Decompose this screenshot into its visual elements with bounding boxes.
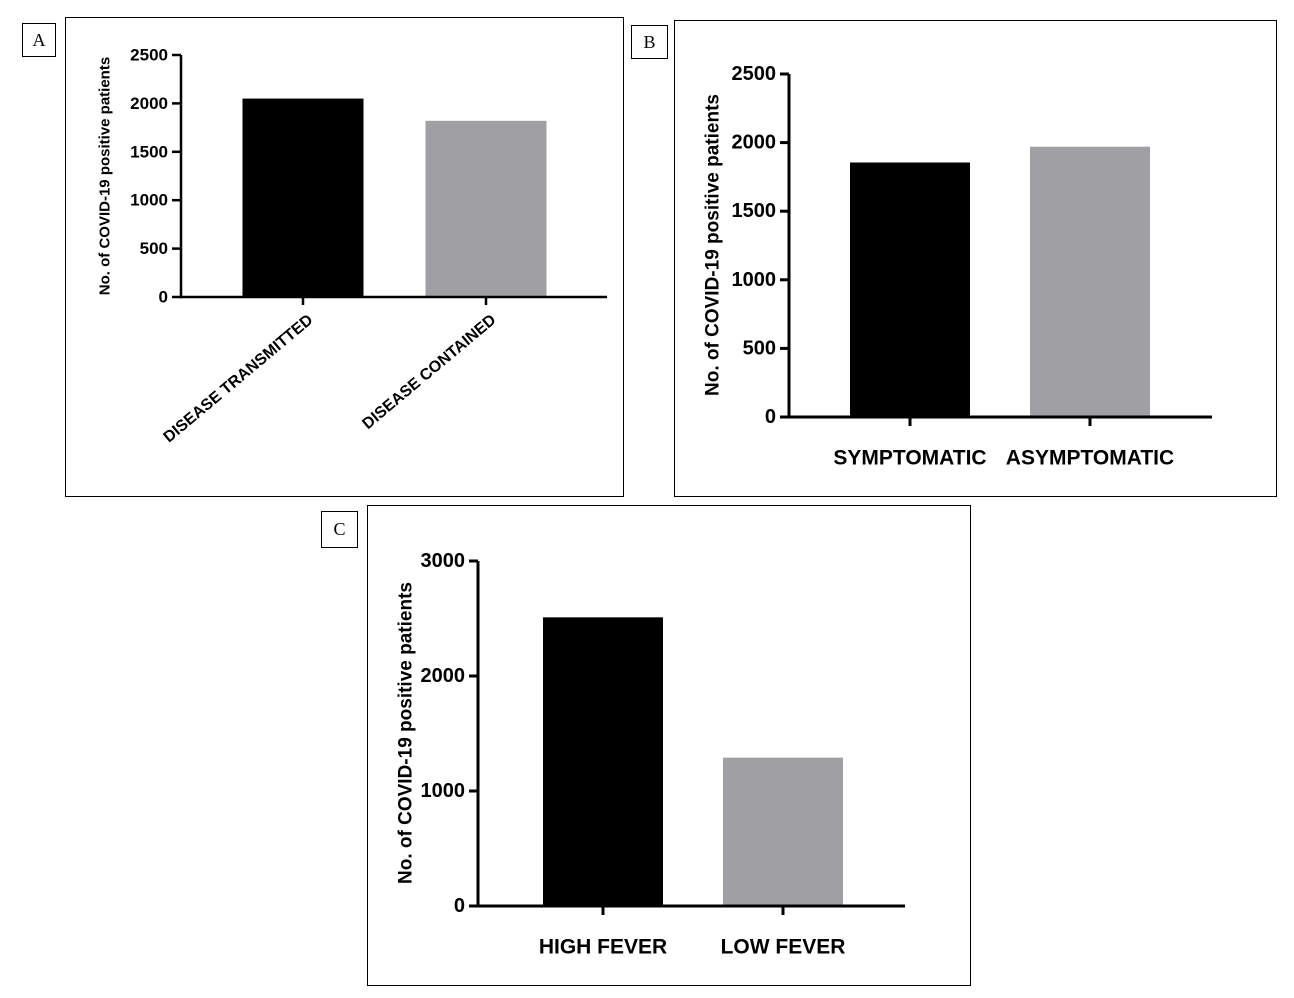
chart-a-category-label: DISEASE TRANSMITTED [160, 311, 316, 446]
chart-a-y-tick-label: 1000 [130, 191, 168, 210]
chart-b-category-label: ASYMPTOMATIC [1006, 447, 1174, 470]
chart-a-y-axis-title: No. of COVID-19 positive patients [97, 57, 114, 295]
chart-b-y-axis-title: No. of COVID-19 positive patients [703, 94, 724, 396]
chart-c: 0 1000 2000 3000 HIGH FEVER LOW FEVER No. of C… [396, 550, 905, 959]
panel-a-letter: A [22, 23, 56, 57]
chart-b-category-label: SYMPTOMATIC [833, 447, 986, 470]
chart-a-y-tick-label: 2500 [130, 46, 168, 65]
panel-b-letter: B [631, 25, 668, 59]
chart-a-y-tick-label: 2000 [130, 94, 168, 113]
chart-c-y-tick-label: 0 [454, 895, 465, 917]
chart-a-bar-2 [425, 120, 547, 297]
chart-b-y-tick-label: 1000 [732, 269, 777, 291]
chart-c-bar-1 [543, 617, 663, 906]
chart-b-bar-1 [850, 162, 970, 417]
chart-b-y-tick-label: 0 [765, 406, 776, 428]
chart-c-y-tick-label: 2000 [421, 665, 466, 687]
chart-a-bar-1 [242, 98, 364, 297]
chart-b-y-tick-label: 2500 [732, 63, 777, 85]
chart-c-bar-2 [723, 757, 843, 906]
chart-a-category-label: DISEASE CONTAINED [359, 311, 499, 432]
chart-c-category-label: LOW FEVER [721, 936, 846, 959]
chart-c-y-tick-label: 1000 [421, 780, 466, 802]
chart-a: 0 500 1000 1500 2000 2500 DISEASE TRANSMITTED D… [97, 46, 607, 446]
chart-c-y-axis-title: No. of COVID-19 positive patients [396, 582, 417, 884]
chart-a-y-tick-label: 500 [140, 239, 168, 258]
chart-a-y-tick-label: 0 [159, 288, 168, 307]
chart-b-y-tick-label: 500 [743, 337, 776, 359]
panel-c-letter: C [321, 511, 358, 548]
chart-c-y-tick-label: 3000 [421, 550, 466, 572]
chart-c-category-label: HIGH FEVER [539, 936, 667, 959]
chart-b-y-tick-label: 1500 [732, 200, 777, 222]
chart-b: 0 500 1000 1500 2000 2500 SYMPTOMATIC ASYMPTOMA… [703, 63, 1212, 470]
chart-b-bar-2 [1030, 146, 1150, 417]
chart-a-y-tick-label: 1500 [130, 142, 168, 161]
chart-b-y-tick-label: 2000 [732, 132, 777, 154]
